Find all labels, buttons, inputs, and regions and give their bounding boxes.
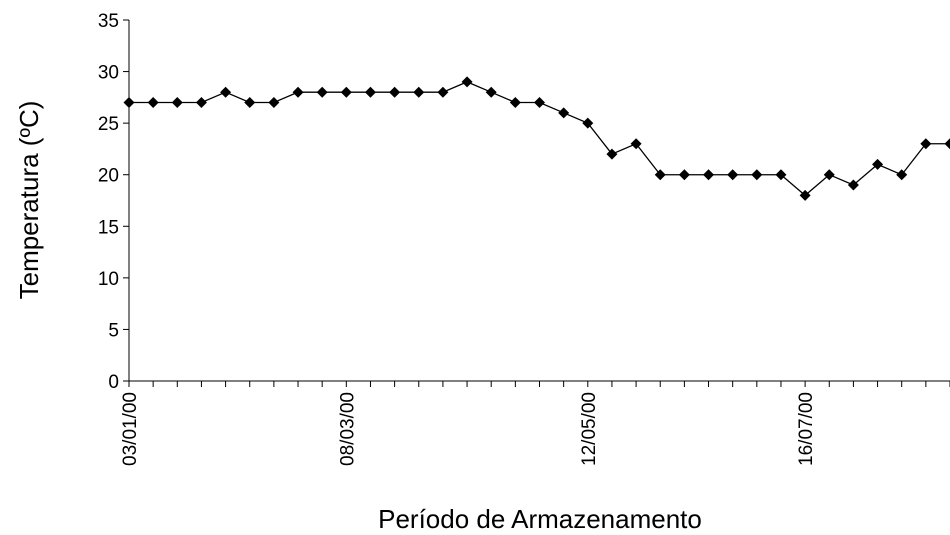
data-point [630, 138, 642, 150]
data-point [340, 86, 352, 98]
y-tick-label: 35 [98, 11, 119, 32]
data-point [775, 169, 787, 181]
y-axis-title: Temperatura (ºC) [14, 101, 44, 300]
data-point [799, 189, 811, 201]
data-point [944, 138, 950, 150]
data-point [872, 158, 884, 170]
x-tick-label: 03/01/00 [120, 392, 141, 466]
x-tick-label: 12/05/00 [579, 392, 600, 466]
data-point [534, 97, 545, 109]
y-tick-label: 20 [98, 166, 119, 187]
x-axis-title: Período de Armazenamento [378, 504, 702, 534]
data-point [509, 97, 521, 109]
data-point [727, 169, 739, 181]
data-point [147, 97, 159, 109]
data-point [123, 97, 135, 109]
data-point [485, 86, 497, 98]
data-point [847, 179, 859, 191]
y-tick-label: 25 [98, 114, 119, 135]
data-point [461, 76, 473, 88]
data-point [896, 169, 908, 181]
data-point [751, 169, 763, 181]
data-point [292, 86, 304, 98]
data-point [195, 97, 207, 109]
y-tick-label: 0 [108, 372, 119, 393]
data-point [389, 86, 401, 98]
data-point [703, 169, 715, 181]
data-point [582, 117, 594, 129]
data-point [220, 86, 232, 98]
data-point [171, 97, 183, 109]
y-tick-label: 5 [108, 320, 119, 341]
data-point [678, 169, 690, 181]
data-point [823, 169, 835, 181]
data-point [364, 86, 376, 98]
data-point [268, 97, 280, 109]
data-point [606, 148, 618, 160]
data-point [244, 97, 256, 109]
y-tick-label: 30 [98, 63, 119, 84]
data-point [654, 169, 666, 181]
data-point [316, 86, 328, 98]
x-tick-label: 08/03/00 [337, 392, 358, 466]
data-point [437, 86, 449, 98]
y-tick-label: 10 [98, 269, 119, 290]
data-point [558, 107, 570, 119]
data-point [413, 86, 425, 98]
x-tick-label: 16/07/00 [796, 392, 817, 466]
y-tick-label: 15 [98, 217, 119, 238]
data-point [920, 138, 932, 150]
